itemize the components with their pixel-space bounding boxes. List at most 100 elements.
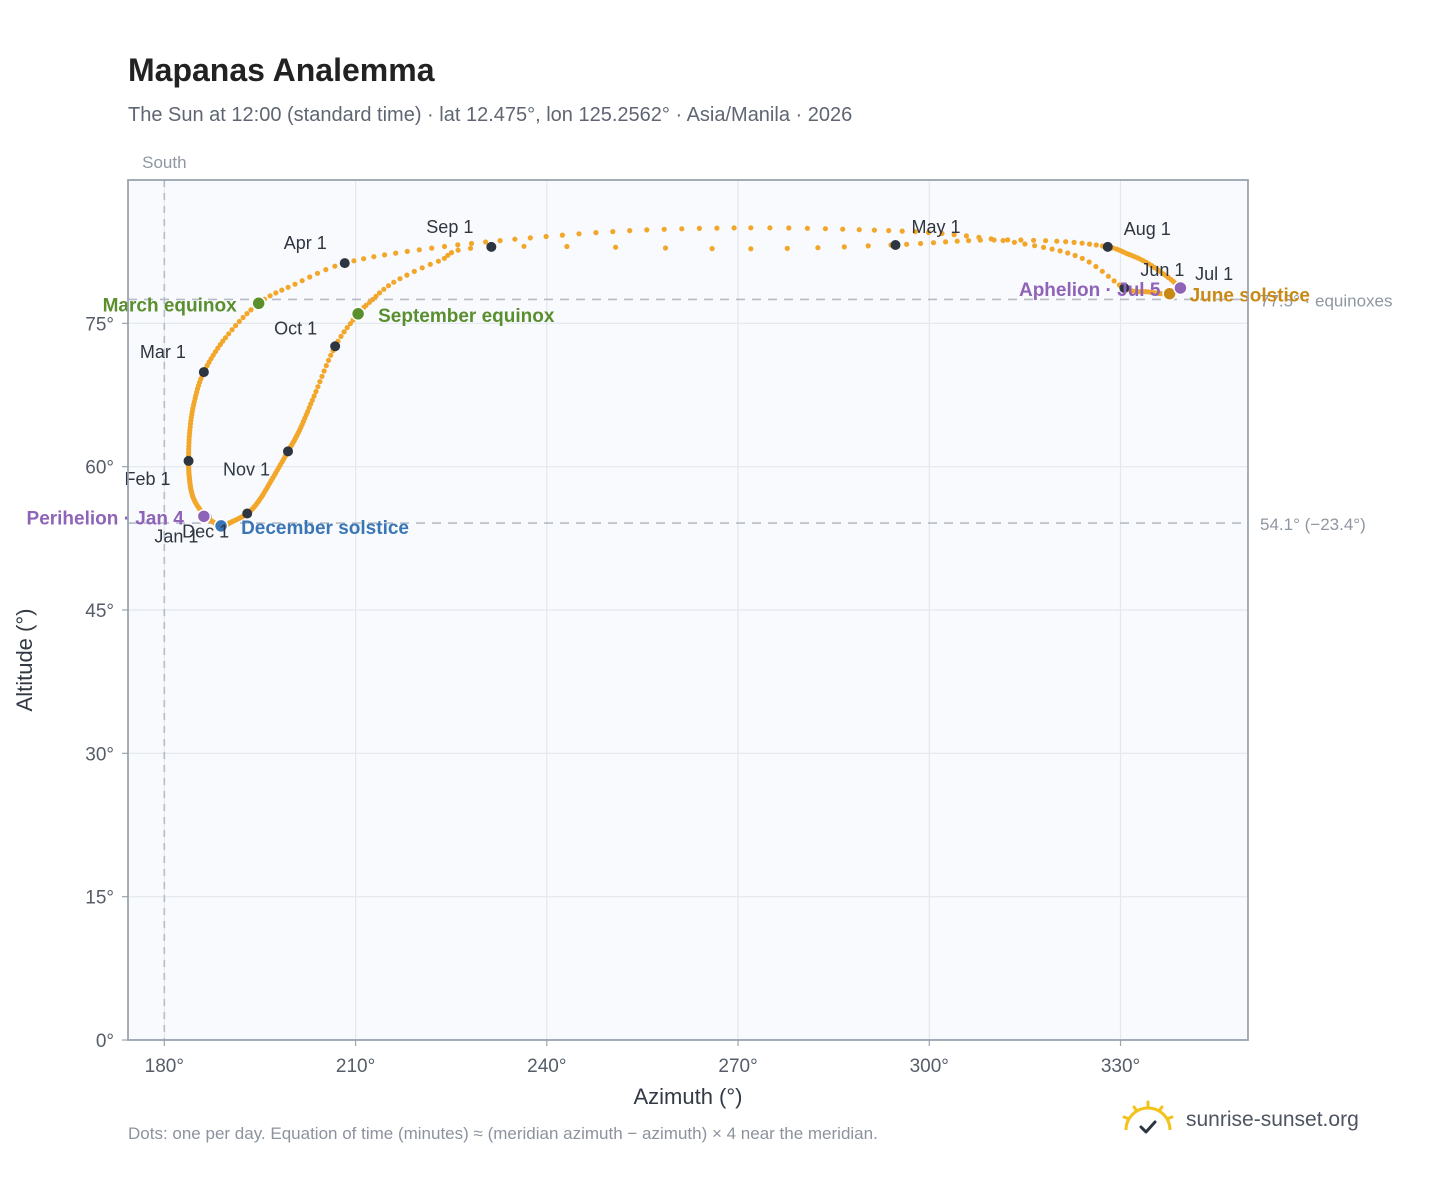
daily-sun-dot [222,335,229,341]
x-tick-label: 300° [910,1056,949,1077]
month-marker [339,258,350,269]
chart-title: Mapanas Analemma [128,52,435,88]
daily-sun-dot [943,239,949,245]
event-label: June solstice [1190,286,1310,307]
daily-sun-dot [468,240,475,247]
y-tick-label: 15° [85,888,114,909]
daily-sun-dot [559,232,566,238]
daily-sun-dot [381,286,387,292]
daily-sun-dot [966,238,972,244]
daily-sun-dot [448,250,455,256]
daily-sun-dot [1049,246,1055,252]
daily-sun-dot [521,243,527,249]
daily-sun-dot [314,270,321,276]
daily-sun-dot [321,368,327,374]
daily-sun-dot [441,243,448,250]
daily-sun-dot [427,261,433,267]
daily-sun-dot [784,245,790,251]
month-label: Jan 1 [154,526,198,546]
daily-sun-dot [1072,252,1078,259]
daily-sun-dot [951,232,957,238]
daily-sun-dot [229,327,235,333]
daily-sun-dot [679,226,685,232]
daily-sun-dot [748,246,754,252]
daily-sun-dot [233,323,239,329]
daily-sun-dot [1065,250,1071,256]
event-label: December solstice [241,518,409,539]
daily-sun-dot [455,242,461,248]
daily-sun-dot [610,229,616,235]
daily-sun-dot [309,397,315,403]
event-marker [213,518,229,534]
daily-sun-dot [371,254,377,260]
daily-sun-dot [311,393,317,399]
daily-sun-dot [1005,237,1011,243]
y-tick-label: 60° [85,458,114,479]
y-tick-label: 0° [96,1031,114,1052]
daily-sun-dot [285,284,291,290]
daily-sun-dot [991,237,997,243]
daily-sun-dot [865,243,871,249]
y-tick-label: 30° [85,744,114,765]
daily-sun-dot [419,265,425,271]
daily-sun-dot [662,245,669,251]
month-marker [283,446,293,457]
month-marker [183,455,194,466]
daily-sun-dot [822,226,829,232]
month-label: Aug 1 [1124,219,1171,239]
daily-sun-dot [815,245,821,251]
y-axis-title: Altitude (°) [12,609,37,712]
month-label: May 1 [911,217,960,237]
month-marker [330,341,341,352]
daily-sun-dot [404,272,410,278]
footnote: Dots: one per day. Equation of time (min… [128,1124,878,1143]
daily-sun-dot [1000,237,1006,244]
daily-sun-dot [445,252,451,258]
daily-sun-dot [377,290,383,296]
daily-sun-dot [696,225,703,231]
daily-sun-dot [856,227,862,233]
month-label: Dec 1 [182,521,229,541]
daily-sun-dot [315,384,321,390]
daily-sun-dot [661,226,667,232]
daily-sun-dot [1105,273,1111,279]
daily-sun-dot [939,230,945,237]
daily-sun-dot [429,245,435,251]
daily-sun-dot [299,278,305,284]
reference-line-label: 54.1° (−23.4°) [1260,515,1366,534]
daily-sun-dot [1111,278,1117,284]
daily-sun-dot [397,276,403,282]
daily-sun-dot [644,227,650,233]
month-label: Jul 1 [1195,264,1233,284]
daily-sun-dot [1041,244,1047,250]
daily-sun-dot [627,228,633,234]
daily-sun-dot [748,225,754,231]
daily-sun-dot [925,229,932,236]
y-tick-label: 75° [85,314,114,335]
month-marker [242,508,253,519]
daily-sun-dot [273,290,279,296]
x-tick-label: 180° [145,1056,184,1077]
daily-sun-dot [1032,243,1038,249]
daily-sun-dot [593,230,599,236]
event-label: March equinox [103,295,238,316]
daily-sun-dot [1011,239,1018,245]
month-label: Oct 1 [274,318,317,338]
daily-sun-dot [886,228,892,234]
daily-sun-dot [1022,241,1028,247]
daily-sun-dot [382,252,388,258]
month-marker [198,367,209,378]
daily-sun-dot [576,231,582,237]
month-marker [1119,282,1130,293]
daily-sun-dot [1079,255,1085,261]
daily-sun-dot [441,255,447,261]
x-tick-label: 210° [336,1056,375,1077]
event-marker [196,509,212,524]
daily-sun-dot [1093,263,1099,270]
daily-sun-dot [373,293,379,299]
event-marker [251,296,266,311]
daily-sun-dot [977,237,983,243]
brand[interactable]: sunrise-sunset.org [1120,1100,1359,1140]
daily-sun-dot [1079,240,1085,246]
